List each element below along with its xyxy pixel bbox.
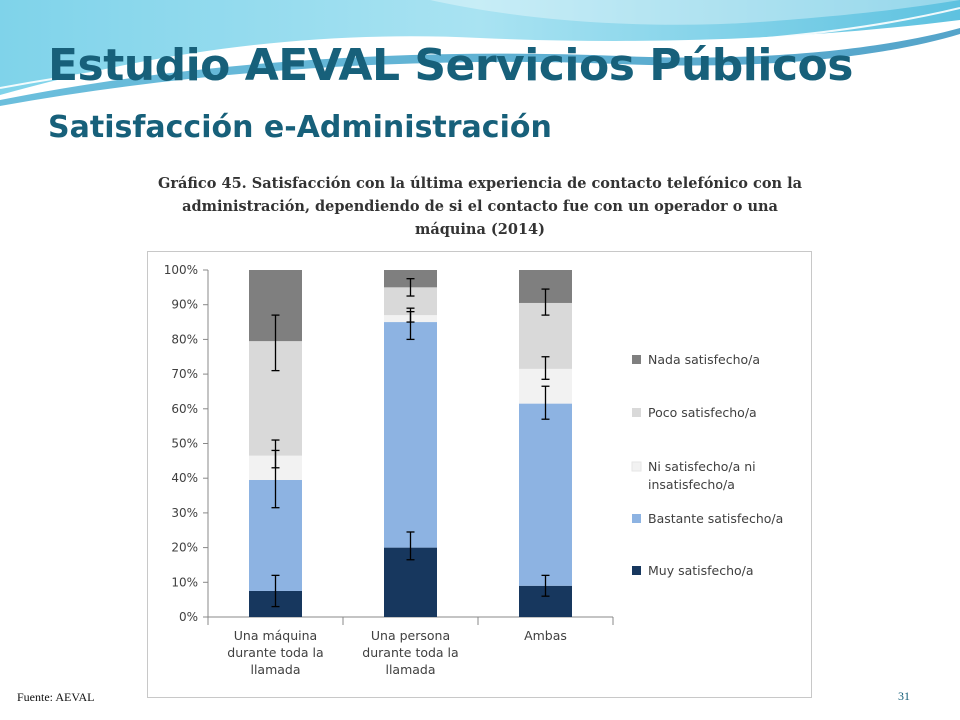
x-tick-label-line: Una persona: [371, 628, 450, 643]
chart-title-line: Gráfico 45. Satisfacción con la última e…: [157, 175, 803, 192]
x-tick-label: Ambas: [524, 628, 567, 643]
y-tick-label: 80%: [171, 332, 198, 346]
legend-swatch: [631, 461, 642, 472]
legend-label-line: Poco satisfecho/a: [648, 405, 757, 420]
legend-swatch: [632, 408, 641, 417]
x-tick-label: Una máquina durante toda la llamada: [227, 628, 323, 677]
legend-label: Nada satisfecho/a: [648, 352, 760, 367]
slide-title: Estudio AEVAL Servicios Públicos: [48, 40, 853, 91]
x-tick-label-line: Ambas: [524, 628, 567, 643]
legend-swatch: [632, 355, 641, 364]
legend-label-line: Nada satisfecho/a: [648, 352, 760, 367]
legend-label: Muy satisfecho/a: [648, 563, 754, 578]
chart-title-line: máquina (2014): [415, 221, 545, 238]
slide-subtitle: Satisfacción e-Administración: [48, 110, 552, 145]
y-tick-label: 40%: [171, 471, 198, 485]
x-tick-label-line: llamada: [385, 662, 435, 677]
background-waves: [0, 0, 960, 106]
legend-label-line: Bastante satisfecho/a: [648, 511, 783, 526]
legend-swatch: [632, 566, 641, 575]
legend-swatch: [632, 514, 641, 523]
x-tick-label-line: llamada: [250, 662, 300, 677]
x-tick-label-line: durante toda la: [362, 645, 458, 660]
source-note: Fuente: AEVAL: [17, 690, 95, 704]
y-tick-label: 60%: [171, 402, 198, 416]
legend-label-line: insatisfecho/a: [648, 477, 735, 492]
stacked-bar-chart: 0% 10% 20% 30% 40% 50% 60% 70% 80% 90% 100% Una máq…: [164, 263, 784, 677]
chart-title-line: administración, dependiendo de si el con…: [182, 198, 778, 215]
x-tick-label-line: durante toda la: [227, 645, 323, 660]
y-tick-label: 70%: [171, 367, 198, 381]
bar-segment: [519, 403, 572, 586]
y-tick-label: 0%: [179, 610, 198, 624]
legend-label: Ni satisfecho/a ni insatisfecho/a: [648, 459, 756, 492]
legend-label-line: Muy satisfecho/a: [648, 563, 754, 578]
y-tick-label: 30%: [171, 506, 198, 520]
x-tick-label-line: Una máquina: [234, 628, 317, 643]
page-number: 31: [898, 689, 910, 703]
legend-label: Poco satisfecho/a: [648, 405, 757, 420]
chart-title: Gráfico 45. Satisfacción con la última e…: [150, 172, 810, 241]
bar-segment: [384, 322, 437, 548]
y-tick-label: 100%: [164, 263, 198, 277]
y-tick-label: 90%: [171, 298, 198, 312]
y-tick-label: 10%: [171, 575, 198, 589]
legend-label-line: Ni satisfecho/a ni: [648, 459, 756, 474]
y-tick-label: 20%: [171, 541, 198, 555]
legend-label: Bastante satisfecho/a: [648, 511, 783, 526]
y-tick-label: 50%: [171, 437, 198, 451]
x-tick-label: Una persona durante toda la llamada: [362, 628, 458, 677]
